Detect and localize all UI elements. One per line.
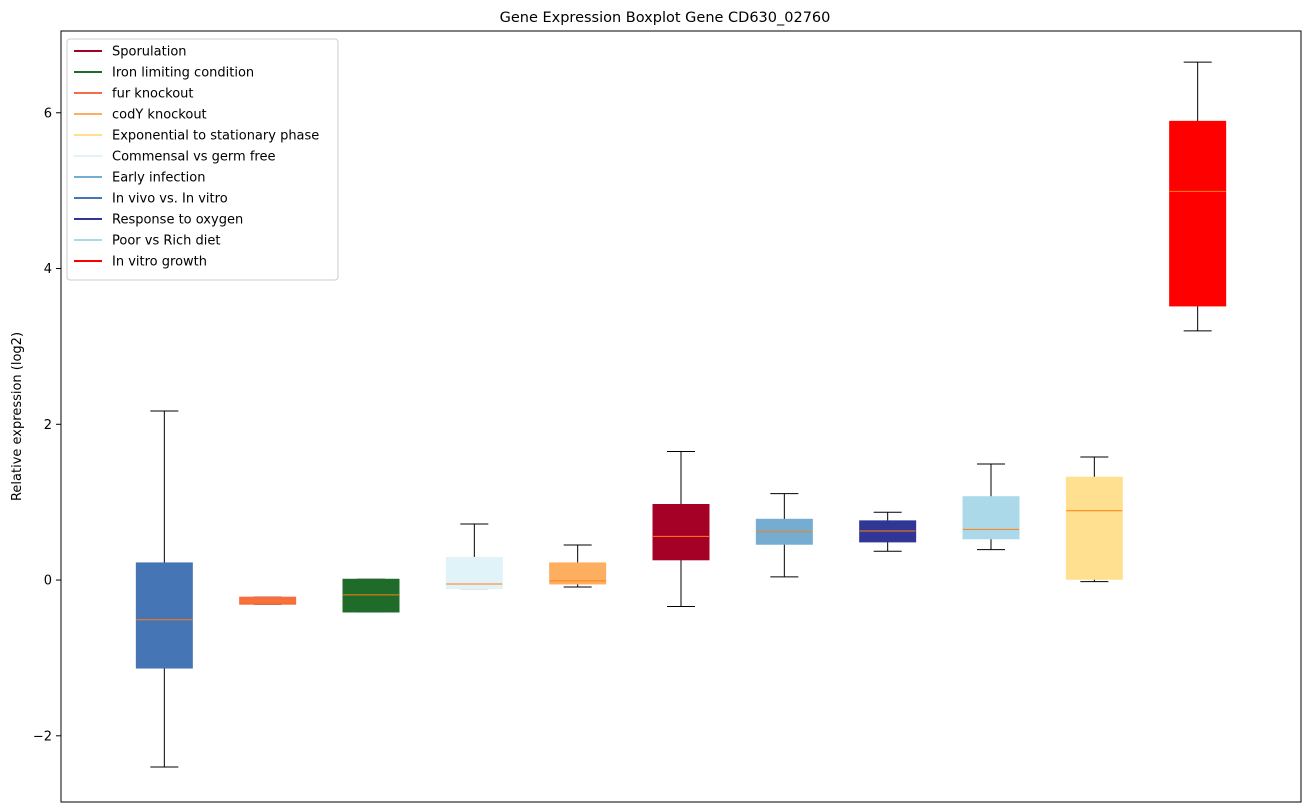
box-body — [962, 496, 1020, 540]
box-4 — [445, 523, 503, 590]
legend-label: In vitro growth — [112, 255, 207, 270]
box-body — [652, 504, 710, 561]
y-tick-label: 6 — [44, 106, 52, 121]
box-body — [135, 562, 193, 669]
box-3 — [342, 578, 400, 613]
box-11 — [1169, 61, 1227, 332]
legend-frame — [66, 38, 339, 281]
box-body — [1065, 476, 1123, 580]
axes-frame — [60, 30, 1302, 803]
box-8 — [859, 511, 917, 552]
legend-label: Poor vs Rich diet — [112, 234, 220, 249]
box-10 — [1065, 456, 1123, 583]
y-tick-label: 2 — [44, 418, 52, 433]
plot-area: −2 0 2 4 6 — [33, 30, 1302, 803]
y-tick-label: 4 — [44, 262, 52, 277]
legend-label: Response to oxygen — [112, 213, 243, 228]
legend-label: Sporulation — [112, 45, 187, 60]
legend-label: In vivo vs. In vitro — [112, 192, 228, 207]
legend-label: Iron limiting condition — [112, 66, 254, 81]
box-body — [549, 562, 607, 585]
box-body — [1169, 120, 1227, 307]
box-body — [342, 578, 400, 613]
y-tick-label: −2 — [33, 729, 52, 744]
box-7 — [755, 493, 813, 578]
y-axis-title: Relative expression (log2) — [10, 332, 25, 501]
box-1 — [135, 410, 193, 768]
box-body — [445, 556, 503, 590]
box-5 — [549, 544, 607, 588]
box-9 — [962, 463, 1020, 551]
legend-label: fur knockout — [112, 87, 194, 102]
legend-label: codY knockout — [112, 108, 207, 123]
box-6 — [652, 451, 710, 608]
y-tick-label: 0 — [44, 574, 52, 589]
legend-label: Exponential to stationary phase — [112, 129, 319, 144]
legend-label: Commensal vs germ free — [112, 150, 275, 165]
box-2 — [239, 596, 297, 605]
legend-label: Early infection — [112, 171, 205, 186]
chart-title: Gene Expression Boxplot Gene CD630_02760 — [500, 10, 831, 26]
legend: Sporulation Iron limiting condition fur kn… — [66, 38, 339, 281]
